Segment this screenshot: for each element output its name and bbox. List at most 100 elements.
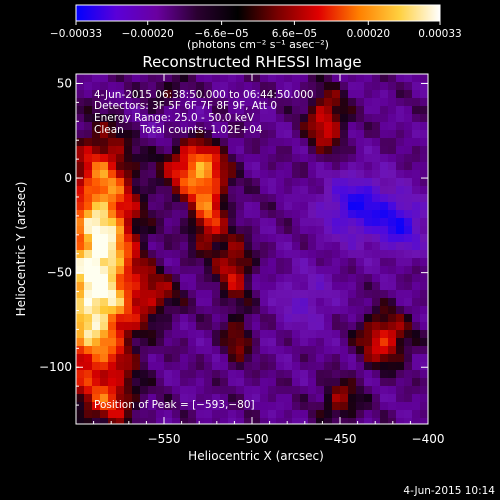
heatmap-cell (324, 282, 333, 291)
heatmap-cell (84, 138, 93, 147)
heatmap-cell (284, 186, 293, 195)
heatmap-cell (420, 274, 428, 283)
heatmap-cell (116, 410, 125, 419)
heatmap-cell (76, 162, 85, 171)
heatmap-cell (356, 154, 365, 163)
heatmap-cell (156, 290, 165, 299)
heatmap-cell (124, 418, 133, 424)
heatmap-cell (292, 114, 301, 123)
heatmap-cell (228, 170, 237, 179)
heatmap-cell (220, 338, 229, 347)
heatmap-cell (84, 298, 93, 307)
heatmap-cell (132, 274, 141, 283)
heatmap-cell (308, 402, 317, 411)
heatmap-cell (236, 122, 245, 131)
heatmap-cell (420, 290, 428, 299)
heatmap-cell (340, 234, 349, 243)
heatmap-cell (84, 242, 93, 251)
heatmap-cell (404, 106, 413, 115)
heatmap-cell (228, 282, 237, 291)
heatmap-cell (316, 234, 325, 243)
heatmap-cell (172, 354, 181, 363)
heatmap-cell (228, 178, 237, 187)
heatmap-cell (380, 394, 389, 403)
heatmap-cell (164, 194, 173, 203)
heatmap-cell (316, 122, 325, 131)
heatmap-cell (292, 410, 301, 419)
heatmap-cell (268, 154, 277, 163)
heatmap-cell (268, 266, 277, 275)
heatmap-cell (124, 298, 133, 307)
heatmap-cell (372, 226, 381, 235)
heatmap-cell (172, 202, 181, 211)
heatmap-cell (364, 178, 373, 187)
heatmap-cell (148, 162, 157, 171)
heatmap-cell (180, 274, 189, 283)
heatmap-cell (316, 298, 325, 307)
heatmap-cell (324, 146, 333, 155)
heatmap-cell (308, 218, 317, 227)
heatmap-cell (148, 114, 157, 123)
heatmap-cell (172, 322, 181, 331)
heatmap-cell (404, 210, 413, 219)
heatmap-cell (76, 250, 85, 259)
heatmap-cell (124, 210, 133, 219)
heatmap-cell (340, 314, 349, 323)
heatmap-cell (172, 210, 181, 219)
heatmap-cell (148, 154, 157, 163)
heatmap-cell (100, 114, 109, 123)
heatmap-cell (220, 362, 229, 371)
heatmap-cell (364, 154, 373, 163)
heatmap-cell (180, 130, 189, 139)
heatmap-cell (404, 138, 413, 147)
heatmap-cell (116, 378, 125, 387)
heatmap-cell (108, 170, 117, 179)
heatmap-cell (316, 242, 325, 251)
heatmap-cell (284, 202, 293, 211)
heatmap-cell (260, 402, 269, 411)
heatmap-cell (156, 146, 165, 155)
heatmap-cell (388, 162, 397, 171)
heatmap-cell (188, 298, 197, 307)
heatmap-cell (276, 418, 285, 424)
heatmap-cell (420, 394, 428, 403)
heatmap-cell (332, 98, 341, 107)
heatmap-cell (228, 330, 237, 339)
heatmap-cell (124, 242, 133, 251)
heatmap-cell (284, 162, 293, 171)
heatmap-cell (252, 114, 261, 123)
heatmap-cell (92, 314, 101, 323)
heatmap-cell (156, 314, 165, 323)
heatmap-cell (124, 338, 133, 347)
heatmap-cell (124, 162, 133, 171)
heatmap-cell (180, 122, 189, 131)
heatmap-cell (340, 202, 349, 211)
heatmap-cell (356, 74, 365, 83)
heatmap-cell (260, 250, 269, 259)
heatmap-cell (348, 74, 357, 83)
heatmap-cell (340, 210, 349, 219)
heatmap-cell (244, 362, 253, 371)
heatmap-cell (356, 282, 365, 291)
heatmap-cell (324, 194, 333, 203)
heatmap-cell (292, 138, 301, 147)
heatmap-cell (252, 346, 261, 355)
heatmap-cell (404, 266, 413, 275)
heatmap-cell (236, 234, 245, 243)
heatmap-cell (268, 322, 277, 331)
heatmap-cell (388, 250, 397, 259)
heatmap-cell (180, 266, 189, 275)
heatmap-cell (204, 106, 213, 115)
heatmap-cell (396, 250, 405, 259)
heatmap-cell (364, 170, 373, 179)
heatmap-cell (348, 98, 357, 107)
heatmap-cell (108, 90, 117, 99)
heatmap-cell (188, 314, 197, 323)
heatmap-cell (244, 314, 253, 323)
heatmap-cell (156, 242, 165, 251)
heatmap-cell (188, 170, 197, 179)
heatmap-cell (100, 298, 109, 307)
heatmap-cell (260, 170, 269, 179)
heatmap-cell (252, 354, 261, 363)
heatmap-cell (332, 322, 341, 331)
